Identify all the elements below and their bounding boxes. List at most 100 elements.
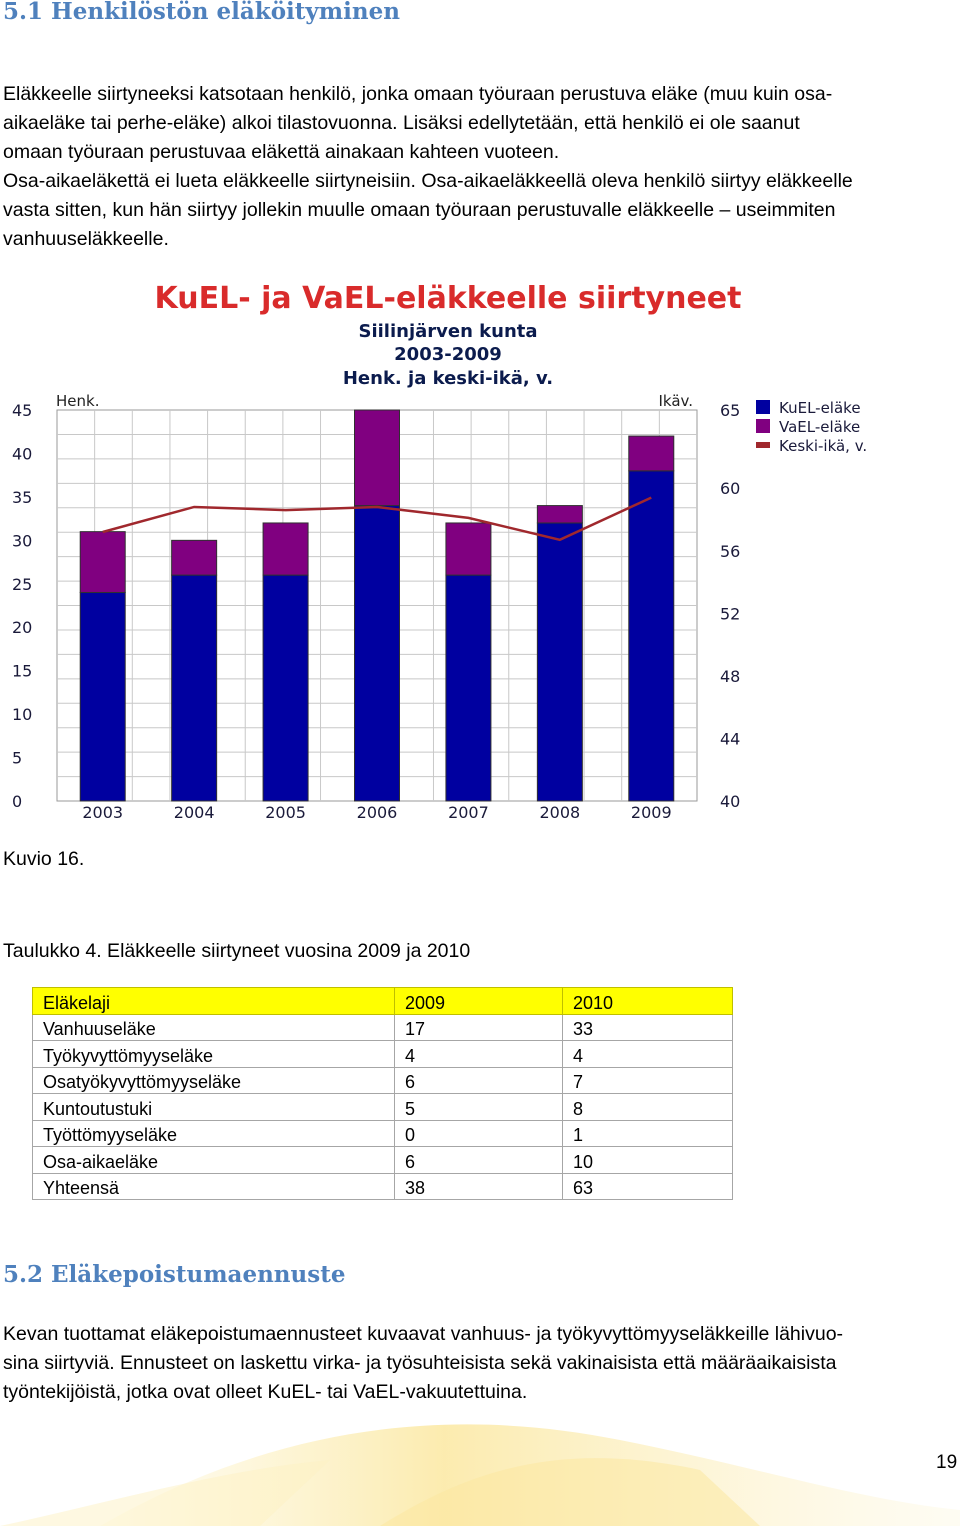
y-tick-label: 10 (12, 705, 32, 724)
table-cell: 6 (394, 1146, 563, 1174)
x-tick-label: 2008 (539, 803, 580, 822)
chart-subtitle-line: Henk. ja keski-ikä, v. (343, 368, 553, 389)
paragraph-line: Kevan tuottamat eläkepoistumaennusteet k… (3, 1323, 844, 1345)
table-row: Yhteensä 38 63 (32, 1172, 733, 1200)
bar-vael-el-ke (628, 435, 675, 472)
paragraph-line: työntekijöistä, jotka ovat olleet KuEL- … (3, 1381, 528, 1403)
y-right-tick-label: 44 (720, 729, 740, 748)
table-row: Työttömyyseläke 0 1 (32, 1119, 733, 1147)
bar-vael-el-ke (79, 531, 126, 593)
table-cell: 5 (394, 1093, 563, 1121)
table-cell: 63 (562, 1172, 733, 1200)
table-cell: Yhteensä (32, 1172, 395, 1200)
x-tick-label: 2004 (174, 803, 215, 822)
chart-subtitle-line: 2003-2009 (394, 344, 502, 365)
table-cell: Osa-aikaeläke (32, 1146, 395, 1174)
table-cell: Vanhuuseläke (32, 1013, 395, 1041)
bar-kuel-el-ke (628, 470, 675, 802)
forecast-paragraph: Kevan tuottamat eläkepoistumaennusteet k… (3, 1320, 843, 1407)
section-heading-5-2: 5.2 Eläkepoistumaennuste (3, 1261, 346, 1288)
y-right-tick-label: 40 (720, 792, 740, 811)
table-cell: Työkyvyttömyyseläke (32, 1040, 395, 1068)
y-right-tick-label: 52 (720, 604, 740, 623)
table-cell: 17 (394, 1013, 563, 1041)
table-cell: 8 (562, 1093, 733, 1121)
table-cell: 7 (562, 1066, 733, 1094)
y-right-tick-label: 48 (720, 667, 740, 686)
paragraph-line: Eläkkeelle siirtyneeksi katsotaan henkil… (3, 83, 833, 105)
page-number: 19 (936, 1452, 958, 1473)
table-cell: 38 (394, 1172, 563, 1200)
paragraph-line: sina siirtyviä. Ennusteet on laskettu vi… (3, 1352, 837, 1374)
column-header: 2009 (394, 987, 563, 1015)
line-keski-ika (102, 496, 652, 542)
y-right-tick-label: 56 (720, 542, 740, 561)
table-caption: Taulukko 4. Eläkkeelle siirtyneet vuosin… (3, 940, 471, 962)
figure-caption: Kuvio 16. (3, 848, 85, 870)
table-row: Osatyökyvyttömyyseläke 6 7 (32, 1066, 733, 1094)
table-cell: 1 (562, 1119, 733, 1147)
left-axis-label: Henk. (56, 392, 99, 410)
legend-swatch (756, 419, 770, 433)
plot-area: 0 5 10 15 20 25 30 35 40 45 40 44 48 52 56 60 65 2003 2004… (12, 401, 740, 822)
y-tick-label: 30 (12, 531, 32, 550)
table-cell: 10 (562, 1146, 733, 1174)
x-tick-label: 2006 (357, 803, 398, 822)
paragraph-line: aikaeläke tai perhe-eläke) alkoi tilasto… (3, 112, 800, 134)
section-heading-5-1: 5.1 Henkilöstön eläköityminen (3, 0, 400, 25)
retirement-table: Eläkelaji 2009 2010 Vanhuuseläke 17 33 T… (32, 987, 733, 1200)
y-tick-label: 40 (12, 444, 32, 463)
retirement-chart: KuEL- ja VaEL-eläkkeelle siirtyneet Siil… (12, 281, 867, 822)
table-cell: 6 (394, 1066, 563, 1094)
bar-kuel-el-ke (445, 574, 492, 802)
y-tick-label: 0 (12, 792, 22, 811)
paragraph-line: Osa-aikaeläkettä ei lueta eläkkeelle sii… (3, 170, 853, 192)
bar-kuel-el-ke (354, 505, 400, 802)
chart-title: KuEL- ja VaEL-eläkkeelle siirtyneet (155, 281, 742, 316)
table-row: Osa-aikaeläke 6 10 (32, 1146, 733, 1174)
legend-label: VaEL-eläke (779, 418, 860, 436)
bar-kuel-el-ke (536, 522, 583, 802)
intro-paragraph: Eläkkeelle siirtyneeksi katsotaan henkil… (3, 80, 853, 254)
legend-label: KuEL-eläke (779, 399, 861, 417)
bar-vael-el-ke (171, 539, 218, 576)
table-row: Työkyvyttömyyseläke 4 4 (32, 1040, 733, 1068)
bar-kuel-el-ke (79, 591, 126, 802)
table-header-row: Eläkelaji 2009 2010 (32, 987, 733, 1015)
chart-subtitle-line: Siilinjärven kunta (358, 321, 537, 342)
bar-kuel-el-ke (171, 574, 218, 802)
paragraph-line: vasta sitten, kun hän siirtyy jollekin m… (3, 199, 836, 221)
bar-kuel-el-ke (262, 574, 309, 802)
legend-swatch (756, 442, 770, 448)
paragraph-line: omaan työuraan perustuvaa eläkettä ainak… (3, 141, 560, 163)
paragraph-line: vanhuuseläkkeelle. (3, 228, 169, 250)
y-tick-label: 25 (12, 575, 32, 594)
table-cell: 33 (562, 1013, 733, 1041)
table-cell: Työttömyyseläke (32, 1119, 395, 1147)
table-cell: Kuntoutustuki (32, 1093, 395, 1121)
table-row: Vanhuuseläke 17 33 (32, 1013, 733, 1041)
column-header: 2010 (562, 987, 733, 1015)
bar-vael-el-ke (445, 522, 492, 576)
table-row: Kuntoutustuki 5 8 (32, 1093, 733, 1121)
legend-swatch (756, 400, 770, 414)
table-cell: 4 (394, 1040, 563, 1068)
x-tick-label: 2005 (265, 803, 306, 822)
y-tick-label: 45 (12, 401, 32, 420)
right-axis-label: Ikäv. (658, 392, 693, 410)
x-tick-label: 2009 (631, 803, 672, 822)
x-tick-label: 2007 (448, 803, 489, 822)
table-cell: Osatyökyvyttömyyseläke (32, 1066, 395, 1094)
bar-vael-el-ke (536, 505, 583, 524)
y-tick-label: 35 (12, 488, 32, 507)
y-tick-label: 5 (12, 749, 22, 768)
table-cell: 4 (562, 1040, 733, 1068)
bar-vael-el-ke (354, 409, 400, 507)
column-header: Eläkelaji (32, 987, 395, 1015)
bar-vael-el-ke (262, 522, 309, 576)
x-tick-label: 2003 (82, 803, 123, 822)
y-tick-label: 20 (12, 618, 32, 637)
y-tick-label: 15 (12, 662, 32, 681)
legend-label: Keski-ikä, v. (779, 437, 867, 455)
